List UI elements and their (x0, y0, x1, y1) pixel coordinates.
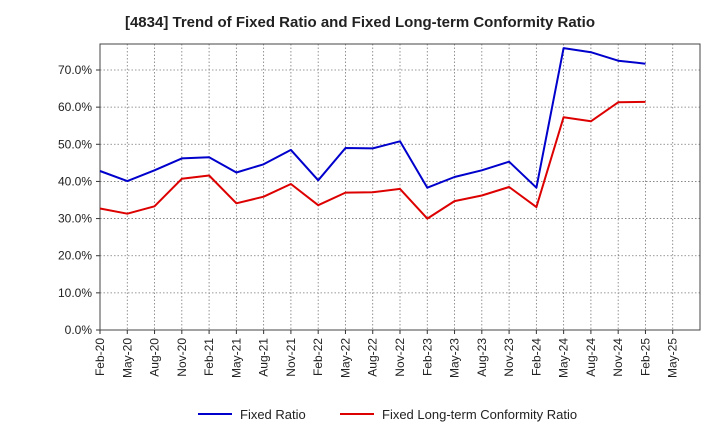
data-point-series-1 (454, 176, 456, 178)
data-point-series-2 (154, 205, 156, 207)
data-point-series-2 (372, 191, 374, 193)
data-point-series-1 (508, 161, 510, 163)
x-tick-label: Aug-24 (584, 338, 598, 377)
data-point-series-1 (263, 163, 265, 165)
data-point-series-2 (563, 116, 565, 118)
series-line-2 (99, 100, 646, 220)
data-point-series-1 (126, 180, 128, 182)
data-point-series-2 (290, 183, 292, 185)
legend-label-2: Fixed Long-term Conformity Ratio (382, 407, 577, 422)
y-tick-label: 50.0% (58, 137, 92, 151)
data-point-series-1 (645, 63, 647, 65)
data-point-series-2 (263, 196, 265, 198)
x-tick-label: Aug-23 (475, 338, 489, 377)
data-point-series-1 (290, 149, 292, 151)
y-tick-label: 0.0% (65, 323, 93, 337)
y-tick-label: 30.0% (58, 212, 92, 226)
x-tick-label: Feb-20 (93, 338, 107, 376)
data-point-series-2 (99, 208, 101, 210)
x-tick-label: Feb-24 (529, 338, 543, 376)
x-tick-label: Nov-22 (393, 338, 407, 377)
x-tick-label: Aug-22 (366, 338, 380, 377)
x-tick-label: May-20 (120, 338, 134, 378)
data-point-series-1 (535, 187, 537, 189)
data-point-series-2 (317, 204, 319, 206)
data-point-series-2 (345, 192, 347, 194)
x-tick-label: Feb-25 (638, 338, 652, 376)
y-tick-label: 40.0% (58, 174, 92, 188)
x-tick-label: Feb-23 (420, 338, 434, 376)
x-tick-label: Nov-20 (175, 338, 189, 377)
data-point-series-2 (645, 101, 647, 103)
data-point-series-2 (617, 101, 619, 103)
chart-title: [4834] Trend of Fixed Ratio and Fixed Lo… (124, 14, 596, 31)
data-point-series-1 (235, 172, 237, 174)
data-point-series-1 (590, 51, 592, 53)
data-point-series-2 (181, 178, 183, 180)
data-point-series-1 (617, 60, 619, 62)
data-point-series-1 (154, 169, 156, 171)
data-point-series-2 (235, 202, 237, 204)
y-tick-label: 60.0% (58, 100, 92, 114)
data-point-series-2 (454, 200, 456, 202)
x-tick-label: May-22 (338, 338, 352, 378)
data-point-series-2 (481, 195, 483, 197)
x-tick-label: Nov-21 (284, 338, 298, 377)
data-point-series-2 (426, 218, 428, 220)
x-tick-label: Nov-24 (611, 338, 625, 377)
data-point-series-1 (345, 147, 347, 149)
legend-label-1: Fixed Ratio (240, 407, 306, 422)
data-point-series-1 (317, 179, 319, 181)
data-point-series-1 (181, 157, 183, 159)
data-point-series-1 (372, 147, 374, 149)
x-tick-label: Aug-21 (257, 338, 271, 377)
x-tick-label: May-25 (666, 338, 680, 378)
data-point-series-1 (481, 169, 483, 171)
data-point-series-1 (208, 156, 210, 158)
data-point-series-1 (399, 140, 401, 142)
x-tick-label: May-21 (229, 338, 243, 378)
data-point-series-2 (399, 188, 401, 190)
data-point-series-2 (126, 213, 128, 215)
x-tick-label: May-24 (557, 338, 571, 378)
y-tick-label: 10.0% (58, 286, 92, 300)
x-tick-label: Nov-23 (502, 338, 516, 377)
series-line-1 (99, 47, 646, 189)
data-point-series-2 (208, 175, 210, 177)
data-point-series-1 (563, 47, 565, 49)
y-tick-label: 20.0% (58, 249, 92, 263)
data-point-series-2 (508, 186, 510, 188)
x-tick-label: May-23 (448, 338, 462, 378)
x-tick-label: Feb-21 (202, 338, 216, 376)
x-tick-label: Aug-20 (148, 338, 162, 377)
data-point-series-2 (535, 206, 537, 208)
data-point-series-2 (590, 120, 592, 122)
data-point-series-1 (426, 187, 428, 189)
x-tick-label: Feb-22 (311, 338, 325, 376)
data-point-series-1 (99, 170, 101, 172)
y-tick-label: 70.0% (58, 63, 92, 77)
